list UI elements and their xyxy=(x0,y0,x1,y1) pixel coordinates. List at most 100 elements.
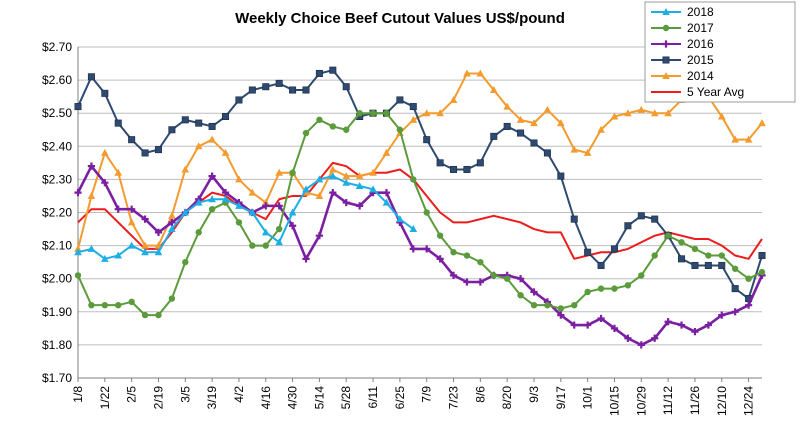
x-tick-label: 11/26 xyxy=(688,386,702,415)
data-point xyxy=(745,275,752,282)
y-tick-label: $2.10 xyxy=(42,239,72,253)
data-point xyxy=(168,295,176,302)
data-point xyxy=(154,241,163,249)
data-point xyxy=(704,321,712,329)
data-point xyxy=(315,232,324,240)
data-point xyxy=(624,222,632,230)
data-point xyxy=(87,73,95,81)
data-point xyxy=(678,239,685,246)
data-point xyxy=(530,119,538,127)
data-point xyxy=(449,95,458,103)
data-point xyxy=(638,272,645,279)
data-point xyxy=(194,198,203,206)
data-point xyxy=(355,182,364,190)
data-point xyxy=(181,165,190,173)
data-point xyxy=(597,285,605,292)
data-point xyxy=(342,198,350,207)
data-point xyxy=(571,301,578,309)
data-point xyxy=(651,252,658,259)
y-axis-ticks: $2.70 $2.60 $2.50 $2.40 $2.30 $2.20 $2.10 $2.00… xyxy=(42,40,72,385)
x-tick-label: 12/10 xyxy=(715,386,729,416)
series-line xyxy=(76,164,764,347)
series-2017 xyxy=(74,110,766,319)
data-point xyxy=(114,119,122,127)
x-tick-label: 3/19 xyxy=(205,386,219,410)
data-point xyxy=(329,189,337,197)
data-point xyxy=(382,198,391,206)
data-point xyxy=(221,195,230,203)
x-tick-label: 2/5 xyxy=(125,386,139,403)
data-point xyxy=(289,86,297,94)
y-tick-label: $2.00 xyxy=(42,272,72,286)
data-point xyxy=(369,185,377,193)
data-point xyxy=(128,298,135,306)
data-point xyxy=(181,116,189,124)
data-point xyxy=(691,328,699,336)
y-tick-label: $2.20 xyxy=(42,206,72,220)
x-tick-label: 4/2 xyxy=(232,386,246,403)
data-point xyxy=(262,83,270,91)
data-point xyxy=(355,172,364,180)
y-tick-label: $2.70 xyxy=(42,40,72,54)
data-point xyxy=(570,145,579,153)
data-point xyxy=(422,109,431,117)
data-point xyxy=(262,242,269,249)
data-point xyxy=(329,172,337,180)
data-point xyxy=(155,311,162,319)
data-point xyxy=(610,324,619,332)
data-point xyxy=(744,135,753,143)
data-point xyxy=(517,292,524,299)
data-point xyxy=(396,126,404,133)
data-point xyxy=(315,191,324,199)
data-point xyxy=(450,165,458,173)
data-point xyxy=(141,215,149,223)
data-point xyxy=(208,172,216,180)
series-2014 xyxy=(74,69,766,252)
data-point xyxy=(101,148,109,156)
data-point xyxy=(181,208,190,216)
data-point xyxy=(409,225,418,233)
data-point xyxy=(476,278,484,286)
data-point xyxy=(396,96,404,104)
legend-label: 2015 xyxy=(687,53,714,67)
data-point xyxy=(664,318,672,326)
data-point xyxy=(650,109,659,117)
data-point xyxy=(195,229,202,236)
chart-title: Weekly Choice Beef Cutout Values US$/pou… xyxy=(235,10,565,27)
data-point xyxy=(114,205,122,213)
data-point xyxy=(315,175,324,183)
series-line xyxy=(77,112,763,317)
data-point xyxy=(610,112,619,120)
data-point xyxy=(476,69,485,77)
data-point xyxy=(450,249,457,256)
data-point xyxy=(409,245,417,253)
data-point xyxy=(221,189,230,197)
data-point xyxy=(731,265,739,272)
data-point xyxy=(570,215,578,223)
data-point xyxy=(208,135,216,143)
data-point xyxy=(115,301,122,309)
x-tick-label: 1/8 xyxy=(71,386,85,403)
data-point xyxy=(74,272,82,279)
legend-item: 2018 xyxy=(651,5,714,19)
data-point xyxy=(128,136,136,144)
data-point xyxy=(503,122,511,130)
x-axis-ticks: 1/8 1/22 2/5 2/19 3/5 3/19 4/2 4/16 4/30 5/14 5/28… xyxy=(71,378,756,416)
data-point xyxy=(516,115,525,123)
data-point xyxy=(248,208,257,216)
data-point xyxy=(517,129,525,137)
data-point xyxy=(275,168,283,176)
data-point xyxy=(369,110,377,117)
data-point xyxy=(717,112,726,120)
x-tick-label: 4/16 xyxy=(259,386,273,410)
series-line xyxy=(77,72,763,250)
data-point xyxy=(543,149,551,157)
data-point xyxy=(114,251,123,259)
y-tick-label: $1.80 xyxy=(42,338,72,352)
data-point xyxy=(101,254,109,262)
data-point xyxy=(275,202,283,210)
series-2018 xyxy=(74,172,418,262)
data-point xyxy=(208,122,216,130)
y-tick-label: $2.30 xyxy=(42,172,72,186)
